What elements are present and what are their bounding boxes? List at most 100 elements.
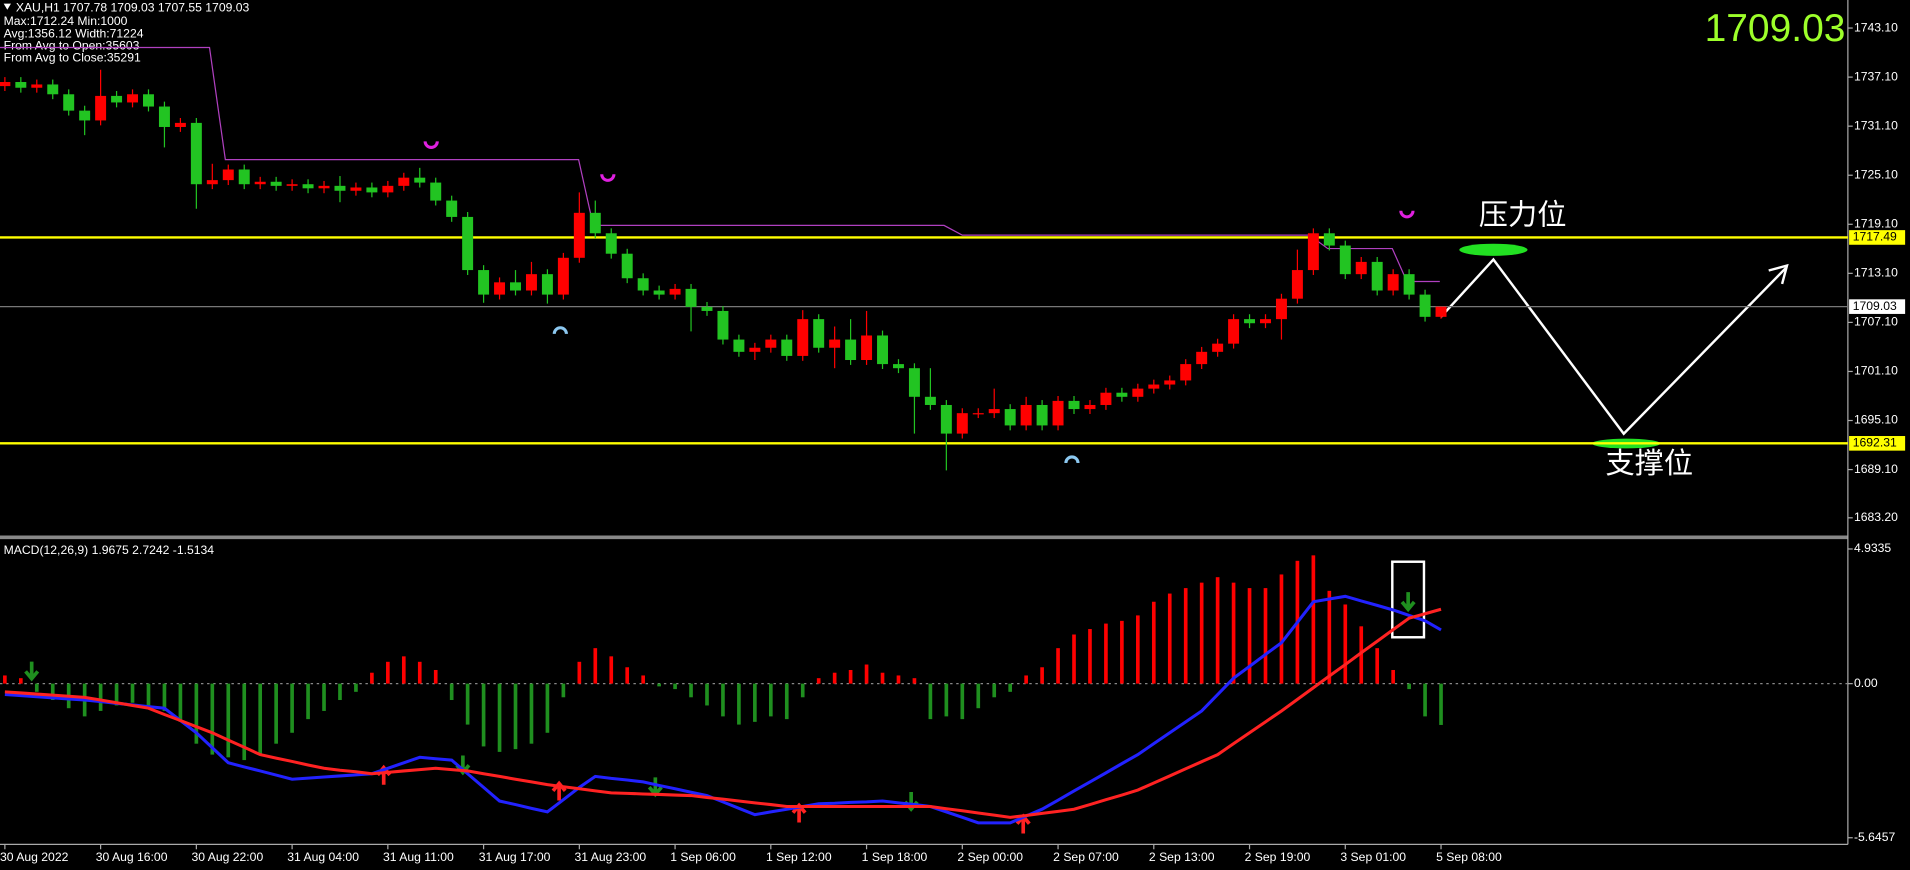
candle-body [111, 95, 123, 103]
histogram-bar [19, 678, 23, 684]
histogram-bar [1136, 615, 1140, 684]
candle-body [1164, 380, 1176, 385]
histogram-bar [1311, 555, 1316, 684]
candle-body [478, 270, 490, 295]
candle-body [1260, 319, 1271, 324]
last-price-big: 1709.03 [1705, 7, 1846, 50]
histogram-bar [338, 683, 342, 701]
candle-body [382, 185, 394, 193]
histogram-bar [1423, 683, 1427, 717]
histogram-bar [1008, 683, 1013, 692]
histogram-bar [848, 669, 853, 684]
histogram-bar [1391, 669, 1395, 684]
annotation-support: 支撑位 [1605, 447, 1693, 480]
candle-body [430, 182, 442, 201]
histogram-bar [162, 683, 167, 711]
histogram-bar [98, 683, 103, 711]
histogram-bar [114, 683, 119, 706]
candle-body [717, 310, 729, 340]
candle-body [1212, 343, 1224, 352]
candle-body [908, 368, 920, 397]
candle-body [270, 181, 282, 186]
candle-body [302, 184, 314, 189]
histogram-bar [641, 675, 645, 684]
histogram-bar [689, 683, 693, 698]
candle-body [334, 185, 346, 191]
candle-body [1355, 261, 1367, 275]
histogram-bar [386, 661, 390, 684]
x-tick-label: 1 Sep 18:00 [862, 850, 928, 864]
candle-body [127, 94, 139, 103]
x-tick-label: 1 Sep 06:00 [670, 850, 736, 864]
y-tick-label: 1725.10 [1854, 167, 1898, 181]
candle-body [557, 257, 569, 295]
y-tick-label: 1713.10 [1854, 266, 1898, 280]
histogram-bar [1024, 675, 1028, 684]
histogram-bar [1359, 626, 1364, 684]
candle-body [398, 177, 410, 186]
candle-body [1435, 306, 1447, 317]
histogram-bar [1056, 648, 1060, 684]
candle-body [541, 274, 553, 295]
histogram-bar [3, 675, 7, 684]
histogram-bar [609, 656, 614, 684]
forecast-arrowhead [1768, 263, 1789, 285]
histogram-bar [1375, 648, 1380, 684]
histogram-bar [912, 678, 917, 684]
histogram-bar [370, 672, 374, 684]
histogram-bar [1120, 620, 1124, 684]
y-tick-label: 1695.10 [1854, 413, 1898, 427]
histogram-bar [481, 683, 486, 747]
chart-title: XAU,H1 1707.78 1709.03 1707.55 1709.03 [16, 1, 250, 15]
histogram-bar [529, 683, 534, 744]
fractal-icons [423, 141, 1415, 464]
candle-body [733, 339, 745, 352]
y-tick-label: 0.00 [1854, 676, 1878, 690]
candle-body [494, 282, 506, 295]
histogram-bar [130, 683, 135, 703]
histogram-bar [625, 667, 630, 684]
forecast-path [1440, 257, 1787, 436]
histogram-bar [226, 683, 231, 758]
y-tick-label: 1731.10 [1854, 118, 1898, 132]
histogram-bar [194, 683, 199, 744]
candle-body [206, 180, 218, 185]
annotation-resistance: 压力位 [1479, 199, 1567, 232]
info-line: From Avg to Open:35603 [4, 39, 140, 53]
candle-body [669, 288, 681, 295]
histogram-bar [960, 683, 965, 720]
candle-body [1228, 319, 1240, 344]
histogram-bar [976, 683, 981, 709]
histogram-bar [1072, 634, 1076, 684]
x-tick-label: 2 Sep 07:00 [1053, 850, 1119, 864]
candle-body [1371, 261, 1383, 291]
candle-body [222, 169, 234, 181]
y-tick-label: 1743.10 [1854, 20, 1898, 34]
x-tick-label: 2 Sep 00:00 [957, 850, 1023, 864]
candle-body [589, 212, 601, 234]
histogram-bar [1167, 593, 1172, 684]
y-tick-label: 4.9335 [1854, 541, 1891, 555]
candle-body [781, 339, 793, 356]
histogram-bar [1151, 601, 1156, 684]
candle-body [286, 184, 298, 186]
candle-body [238, 169, 250, 185]
fractal-up [600, 174, 616, 182]
candle-body [1291, 270, 1303, 299]
candle-body [1244, 319, 1256, 324]
candle-body [685, 288, 697, 307]
sell-arrow [24, 661, 40, 682]
histogram-bar [242, 683, 247, 761]
candle-body [31, 84, 43, 88]
candle-body [174, 122, 186, 127]
x-tick-label: 3 Sep 01:00 [1340, 850, 1406, 864]
candle-body [446, 200, 458, 217]
candle-body [813, 319, 825, 348]
fractal-up [423, 141, 439, 149]
histogram-bar [657, 683, 661, 687]
candle-body [1196, 351, 1208, 365]
histogram-bar [146, 683, 151, 706]
candle-body [63, 94, 75, 111]
